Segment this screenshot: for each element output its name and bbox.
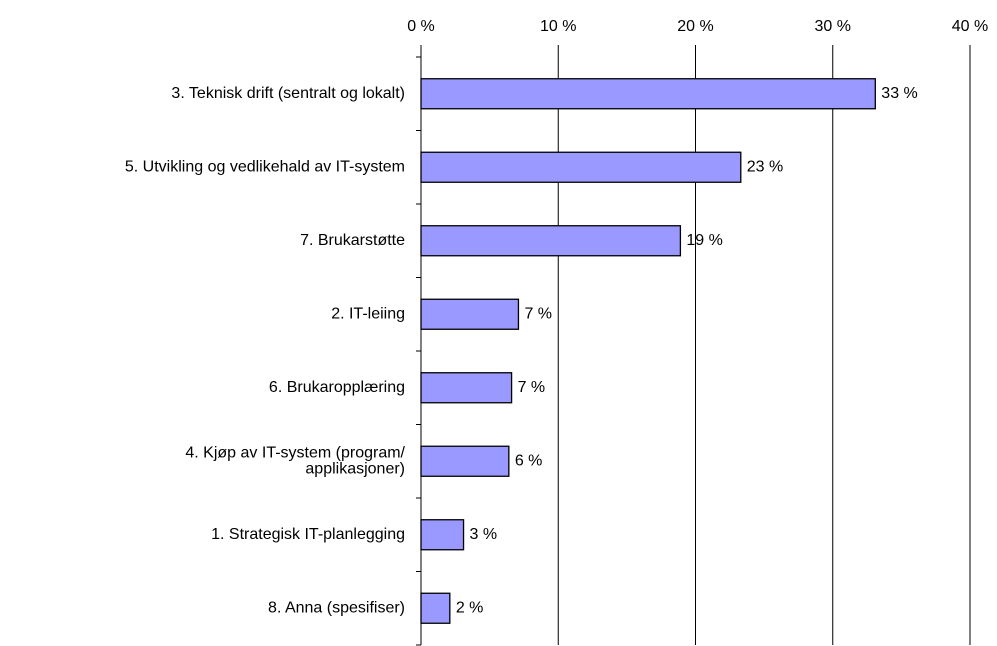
category-label: 3. Teknisk drift (sentralt og lokalt) (171, 85, 405, 102)
x-tick-label: 40 % (952, 18, 988, 35)
value-label: 19 % (686, 232, 722, 249)
value-label: 3 % (470, 526, 498, 543)
value-label: 7 % (518, 379, 546, 396)
bar (420, 225, 682, 257)
bar (420, 372, 513, 404)
x-tick-label: 0 % (407, 18, 435, 35)
category-label: 4. Kjøp av IT-system (program/applikasjo… (185, 444, 405, 477)
category-label: 5. Utvikling og vedlikehald av IT-system (125, 158, 405, 175)
value-label: 2 % (456, 599, 484, 616)
value-label: 23 % (747, 158, 783, 175)
value-label: 33 % (881, 85, 917, 102)
value-label: 7 % (524, 305, 552, 322)
category-label: 2. IT-leiing (331, 305, 405, 322)
x-tick-label: 10 % (540, 18, 576, 35)
bar (420, 298, 520, 330)
bar (420, 445, 510, 477)
category-label: 6. Brukaropplæring (269, 379, 405, 396)
category-label: 7. Brukarstøtte (300, 232, 405, 249)
bar (420, 592, 451, 624)
x-tick-label: 30 % (815, 18, 851, 35)
category-label: 8. Anna (spesifiser) (268, 599, 405, 616)
x-tick-label: 20 % (677, 18, 713, 35)
category-label: 1. Strategisk IT-planlegging (211, 526, 405, 543)
bar (420, 151, 742, 183)
value-label: 6 % (515, 452, 543, 469)
bar (420, 78, 876, 110)
bar (420, 519, 465, 551)
